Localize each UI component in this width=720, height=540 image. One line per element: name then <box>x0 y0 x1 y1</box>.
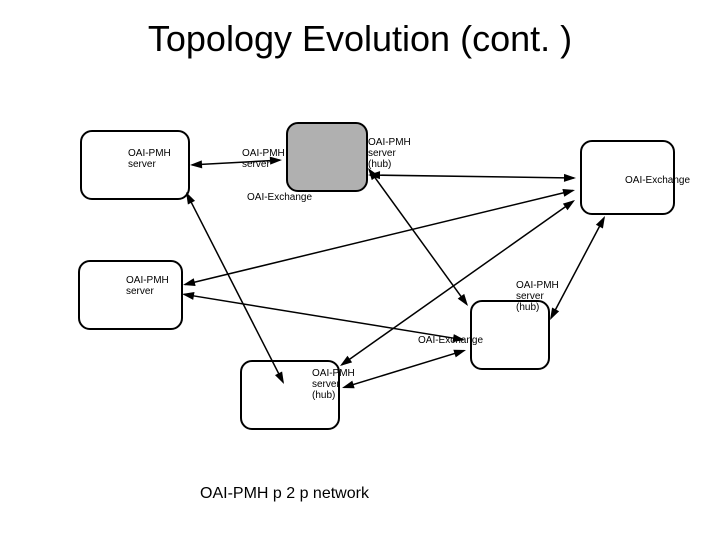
arrowhead-icon <box>453 350 466 358</box>
diagram-edge <box>344 351 464 388</box>
diagram-label: OAI-Exchange <box>625 175 690 186</box>
diagram-node <box>286 122 368 192</box>
diagram-label: OAI-Exchange <box>247 192 312 203</box>
diagram-label: OAI-Exchange <box>418 335 483 346</box>
diagram-caption: OAI-PMH p 2 p network <box>200 485 369 503</box>
page-title: Topology Evolution (cont. ) <box>0 18 720 60</box>
diagram-label: OAI-PMH server (hub) <box>312 368 355 401</box>
diagram-edge <box>184 294 463 339</box>
diagram-label: OAI-PMH server <box>242 148 285 170</box>
arrowhead-icon <box>562 189 575 197</box>
arrowhead-icon <box>596 216 605 228</box>
arrowhead-icon <box>564 174 576 182</box>
diagram-edge <box>551 218 604 318</box>
arrowhead-icon <box>458 294 468 306</box>
arrowhead-icon <box>340 356 352 366</box>
diagram-label: OAI-PMH server (hub) <box>368 137 411 170</box>
diagram-edge <box>369 170 467 305</box>
arrowhead-icon <box>183 278 196 286</box>
arrowhead-icon <box>563 200 575 210</box>
diagram-label: OAI-PMH server <box>128 148 171 170</box>
arrowhead-icon <box>368 171 380 179</box>
diagram-edge <box>370 175 574 178</box>
arrowhead-icon <box>190 160 202 168</box>
arrowhead-icon <box>182 292 194 300</box>
diagram-edge <box>185 190 573 284</box>
diagram-label: OAI-PMH server <box>126 275 169 297</box>
diagram-label: OAI-PMH server (hub) <box>516 280 559 313</box>
diagram-edge <box>187 194 283 382</box>
